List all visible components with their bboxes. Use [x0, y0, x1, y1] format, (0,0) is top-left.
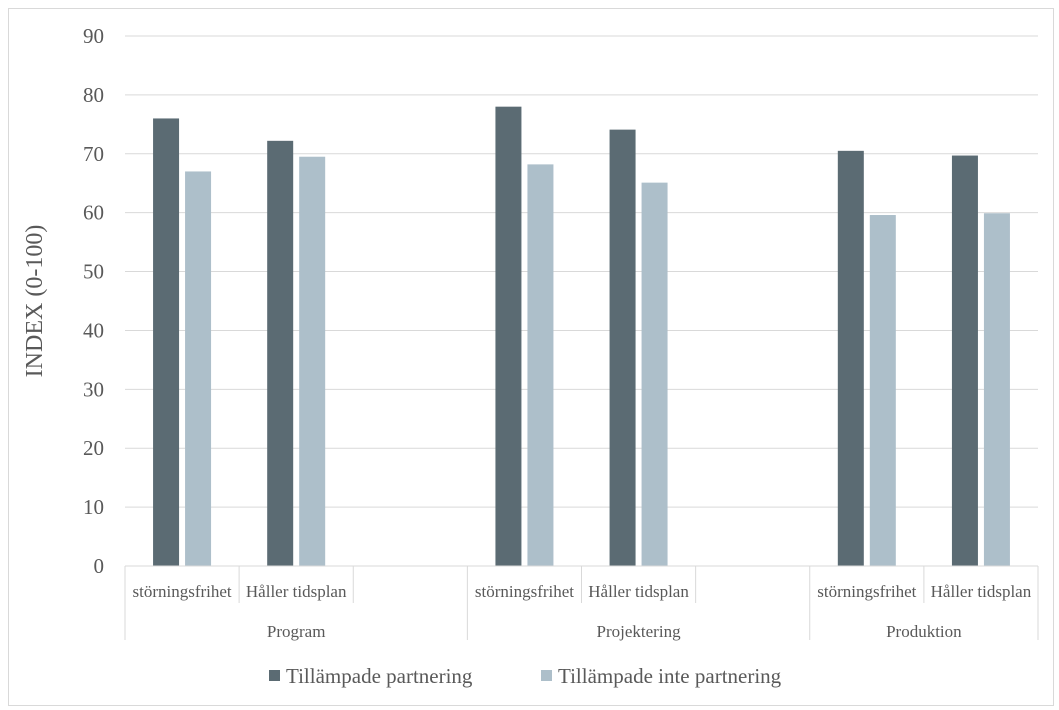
x-tick-label: störningsfrihet: [132, 582, 231, 601]
bars: [153, 106, 1010, 567]
x-tick-label: störningsfrihet: [475, 582, 574, 601]
x-tick-label: Håller tidsplan: [931, 582, 1032, 601]
y-tick-label: 80: [83, 83, 104, 107]
y-axis-label: INDEX (0-100): [22, 225, 48, 378]
bar-partnering: [495, 106, 522, 567]
legend-swatch: [541, 670, 552, 681]
legend-label: Tillämpade inte partnering: [558, 664, 782, 688]
y-tick-label: 30: [83, 377, 104, 401]
bar-partnering: [267, 140, 294, 567]
legend-item-no-partnering: Tillämpade inte partnering: [541, 664, 782, 688]
y-tick-label: 40: [83, 318, 104, 342]
y-tick-label: 10: [83, 495, 104, 519]
y-tick-label: 0: [94, 554, 105, 578]
gridlines: [125, 35, 1038, 508]
legend-label: Tillämpade partnering: [286, 664, 473, 688]
y-tick-label: 90: [83, 24, 104, 48]
x-tick-label: störningsfrihet: [817, 582, 916, 601]
y-tick-label: 50: [83, 260, 104, 284]
bar-partnering: [153, 118, 180, 566]
bar-no-partnering: [641, 182, 668, 566]
bar-no-partnering: [527, 164, 554, 566]
x-tick-label: Håller tidsplan: [588, 582, 689, 601]
x-tick-label: Håller tidsplan: [246, 582, 347, 601]
y-tick-label: 70: [83, 142, 104, 166]
bar-no-partnering: [869, 215, 896, 566]
y-tick-label: 60: [83, 201, 104, 225]
y-axis-ticks: 0 10 20 30 40 50 60 70 80 90: [83, 24, 104, 578]
y-tick-label: 20: [83, 436, 104, 460]
legend-item-partnering: Tillämpade partnering: [269, 664, 473, 688]
x-axis: störningsfrihet Håller tidsplan störningsf…: [124, 565, 1039, 641]
group-label: Projektering: [597, 622, 682, 641]
bar-no-partnering: [185, 171, 212, 566]
group-label: Program: [267, 622, 326, 641]
bar-partnering: [837, 150, 864, 567]
bar-partnering: [951, 155, 978, 567]
bar-no-partnering: [299, 156, 326, 566]
legend-swatch: [269, 670, 280, 681]
legend: Tillämpade partnering Tillämpade inte par…: [269, 664, 782, 688]
group-label: Produktion: [886, 622, 962, 641]
bar-no-partnering: [983, 213, 1010, 566]
bar-partnering: [609, 129, 636, 566]
